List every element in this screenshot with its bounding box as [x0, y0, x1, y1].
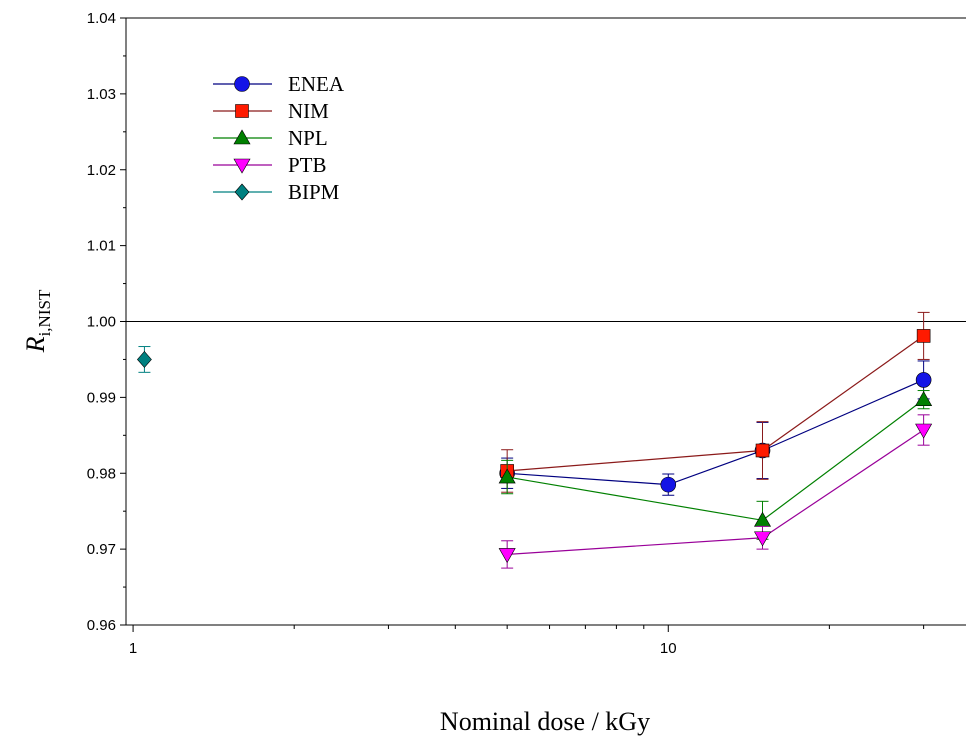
y-tick-label: 1.00	[87, 314, 116, 331]
y-axis-title-sub: i,NIST	[35, 289, 54, 336]
series-line	[507, 335, 924, 472]
series-ptb	[498, 414, 933, 569]
y-tick-label: 0.99	[87, 389, 116, 406]
data-point	[498, 548, 516, 564]
y-tick-label: 1.02	[87, 162, 116, 179]
legend-label: NIM	[288, 99, 329, 123]
data-point	[915, 372, 932, 388]
legend-item-ptb: PTB	[213, 153, 327, 177]
legend-label: NPL	[288, 126, 328, 150]
data-point	[498, 468, 516, 484]
series-line	[507, 429, 924, 556]
series-nim	[500, 311, 931, 493]
x-tick-label: 1	[129, 640, 137, 657]
data-point	[753, 531, 772, 547]
data-point	[137, 350, 152, 368]
y-axis-title: Ri,NIST	[21, 289, 54, 353]
legend-marker	[234, 76, 250, 92]
legend-item-bipm: BIPM	[213, 180, 340, 204]
data-point	[915, 423, 933, 439]
y-tick-label: 0.98	[87, 465, 116, 482]
series-line	[507, 399, 924, 521]
legend-marker	[235, 104, 249, 118]
y-tick-label: 1.04	[87, 10, 116, 27]
y-tick-label: 1.01	[87, 238, 116, 255]
series-bipm	[137, 346, 152, 373]
x-tick-label: 10	[660, 640, 677, 657]
data-point	[916, 329, 931, 343]
data-point	[755, 443, 770, 458]
y-axis-title-main: R	[21, 336, 50, 353]
data-point	[915, 391, 933, 406]
y-tick-label: 0.96	[87, 617, 116, 634]
series-layer	[137, 311, 933, 569]
legend-label: PTB	[288, 153, 327, 177]
legend-marker	[234, 183, 250, 201]
legend-marker	[233, 129, 251, 145]
legend-item-enea: ENEA	[213, 72, 345, 96]
legend-label: ENEA	[288, 72, 345, 96]
axis-titles: Nominal dose / kGy Ri,NIST	[21, 289, 650, 736]
legend-item-npl: NPL	[213, 126, 328, 150]
y-tick-label: 0.97	[87, 541, 116, 558]
data-point	[660, 476, 677, 493]
axes: 0.96 0.97 0.98 0.99 1.00 1.01 1.02 1.03 1.04 1 10	[87, 10, 966, 657]
legend-marker	[233, 158, 251, 174]
legend-label: BIPM	[288, 180, 340, 204]
series-line	[507, 379, 924, 486]
legend-item-nim: NIM	[213, 99, 329, 123]
y-tick-label: 1.03	[87, 86, 116, 103]
legend: ENEA NIM NPL PTB BIPM	[213, 72, 345, 204]
series-enea	[499, 360, 932, 496]
series-npl	[498, 390, 933, 540]
x-axis-title: Nominal dose / kGy	[440, 707, 650, 736]
